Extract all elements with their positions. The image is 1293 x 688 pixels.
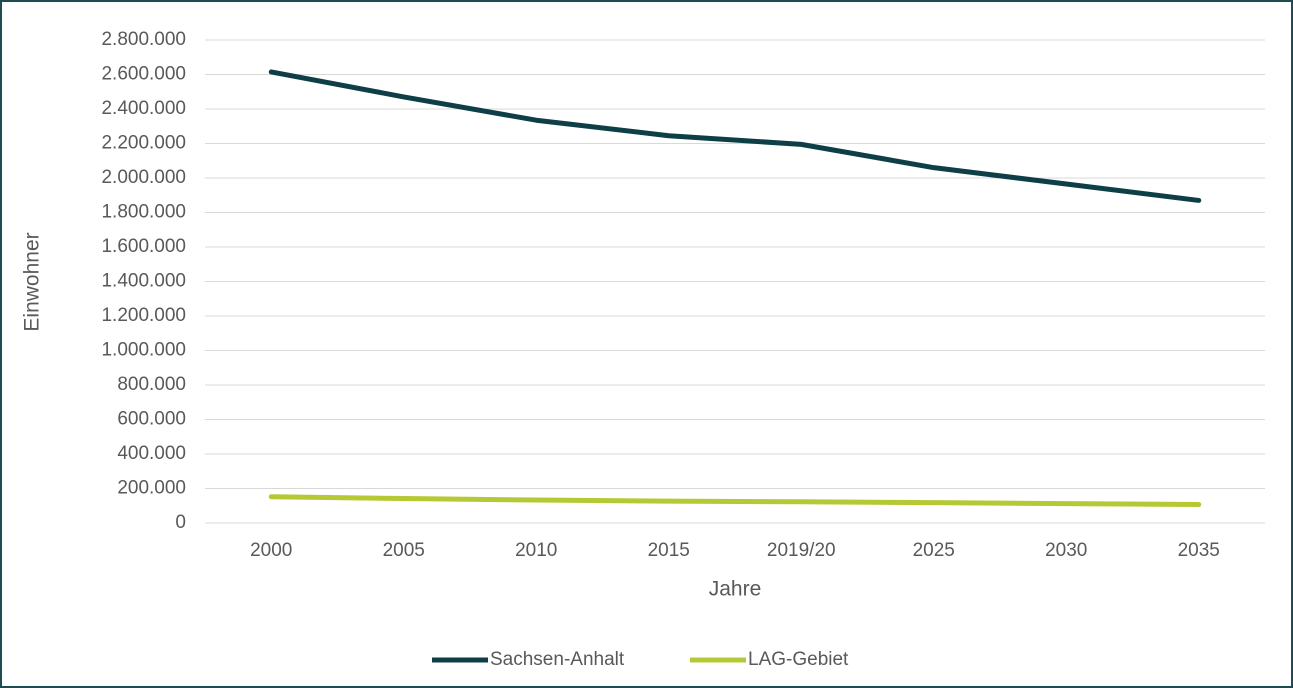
y-tick-label: 1.600.000 [101, 236, 186, 257]
y-tick-label: 2.800.000 [101, 29, 186, 50]
x-tick-label: 2015 [648, 540, 690, 561]
x-tick-label: 2005 [383, 540, 425, 561]
series-line [268, 69, 1202, 203]
y-tick-label: 2.400.000 [101, 98, 186, 119]
series-line [268, 494, 1202, 508]
y-tick-label: 800.000 [117, 374, 186, 395]
legend-label: Sachsen-Anhalt [490, 649, 625, 670]
x-tick-label: 2025 [913, 540, 955, 561]
y-tick-label: 200.000 [117, 478, 186, 499]
legend-label: LAG-Gebiet [748, 649, 849, 670]
x-tick-label: 2010 [515, 540, 557, 561]
y-tick-label: 1.200.000 [101, 305, 186, 326]
y-tick-label: 1.000.000 [101, 340, 186, 361]
x-tick-label: 2000 [250, 540, 292, 561]
y-tick-label: 2.200.000 [101, 133, 186, 154]
x-tick-label: 2019/20 [767, 540, 836, 561]
y-tick-label: 2.000.000 [101, 167, 186, 188]
y-tick-label: 1.800.000 [101, 202, 186, 223]
y-tick-label: 2.600.000 [101, 64, 186, 85]
y-tick-label: 600.000 [117, 409, 186, 430]
y-axis-title: Einwohner [21, 232, 44, 331]
x-tick-label: 2035 [1178, 540, 1220, 561]
y-tick-label: 400.000 [117, 443, 186, 464]
x-axis-title: Jahre [709, 578, 762, 601]
y-tick-label: 1.400.000 [101, 271, 186, 292]
y-tick-label: 0 [175, 512, 186, 533]
x-tick-label: 2030 [1045, 540, 1087, 561]
